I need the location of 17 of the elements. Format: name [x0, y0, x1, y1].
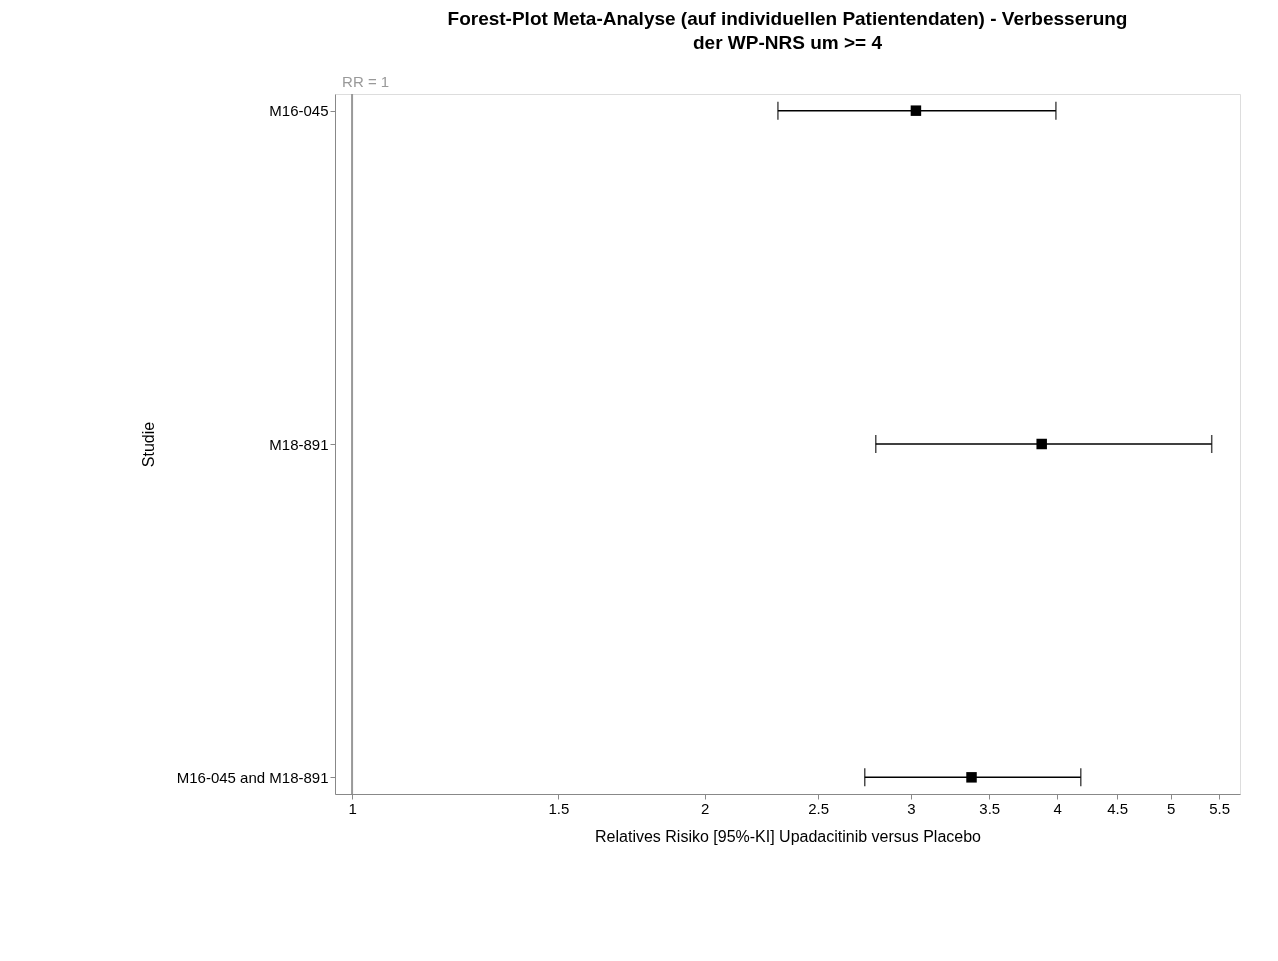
x-tick-label: 4 — [1053, 799, 1062, 817]
ref-line-label: RR = 1 — [342, 73, 390, 90]
x-tick-label: 2 — [700, 799, 710, 817]
x-tick-label: 4.5 — [1107, 799, 1129, 817]
y-tick-label: M18-891 — [269, 435, 329, 453]
x-tick-label: 3 — [907, 799, 916, 817]
x-tick-label: 5 — [1167, 799, 1176, 817]
chart-title: Forest-Plot Meta-Analyse (auf individuellen Patientendaten) - Verbesserung der WP-NRS um >= 4 — [447, 8, 1128, 53]
y-tick-label: M16-045 — [269, 102, 329, 120]
x-tick-label: 3.5 — [979, 799, 1001, 817]
x-tick-label: 2.5 — [808, 799, 830, 817]
x-tick-label: 1.5 — [548, 799, 570, 817]
y-axis-title: Studie — [139, 421, 157, 468]
x-axis-title: Relatives Risiko [95%-KI] Upadacitinib versus Placebo — [595, 827, 982, 845]
x-tick-label: 5.5 — [1209, 799, 1231, 817]
x-tick-label: 1 — [348, 799, 357, 817]
y-tick-label: M16-045 and M18-891 — [176, 768, 329, 786]
